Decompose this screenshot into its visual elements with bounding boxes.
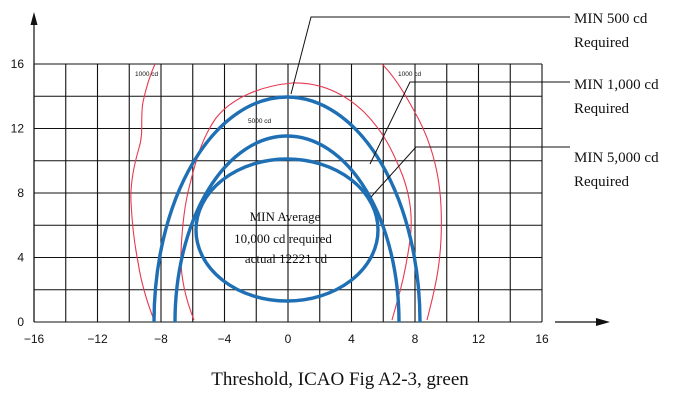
callout-min-1000-line-2: Required (574, 101, 629, 117)
x-tick-label: −12 (87, 332, 108, 346)
center-average-note: MIN Average 10,000 cd required actual 12… (234, 209, 332, 266)
center-note-line-3: actual 12221 cd (245, 251, 328, 266)
measured-1000cd-contour-right (381, 63, 442, 321)
required-1000cd-contour (173, 134, 401, 323)
y-tick-label: 0 (17, 315, 24, 329)
required-5000cd-contour (194, 157, 380, 303)
required-500cd-contour (152, 95, 422, 323)
callout-min-5000-line-1: MIN 5,000 cd (574, 150, 659, 166)
axes (30, 12, 610, 326)
x-tick-label: 0 (285, 332, 292, 346)
x-axis-arrow-icon (596, 318, 610, 326)
label-inner-5000cd: 5000 cd (248, 118, 272, 125)
measured-1000cd-contour-left (130, 63, 156, 321)
callout-min-1000-line-1: MIN 1,000 cd (574, 77, 659, 93)
x-tick-label: 8 (412, 332, 419, 346)
leader-min-5000 (370, 146, 570, 198)
leader-min-1000 (369, 81, 570, 165)
tick-labels: −16 −12 −8 −4 0 4 8 12 16 0 4 8 12 16 (11, 57, 549, 346)
center-note-line-2: 10,000 cd required (234, 231, 332, 246)
required-blue-contours (152, 95, 422, 323)
label-left-1000cd: 1000 cd (135, 71, 159, 78)
contour-small-labels: 1000 cd 1000 cd 5000 cd (135, 71, 422, 125)
callout-leader-lines (290, 16, 570, 198)
x-tick-label: −16 (24, 332, 45, 346)
leader-min-500 (290, 16, 570, 95)
x-tick-label: 4 (348, 332, 355, 346)
x-tick-label: 12 (472, 332, 486, 346)
y-tick-label: 4 (17, 251, 24, 265)
callout-min-500-line-1: MIN 500 cd (574, 11, 648, 27)
grid (33, 63, 543, 323)
figure-caption: Threshold, ICAO Fig A2-3, green (211, 369, 469, 390)
callout-min-500-line-2: Required (574, 35, 629, 51)
y-tick-label: 12 (11, 122, 25, 136)
callout-min-5000-line-2: Required (574, 174, 629, 190)
y-tick-label: 16 (11, 57, 25, 71)
y-axis-arrow-icon (30, 12, 38, 25)
measured-5000cd-contour (180, 82, 412, 321)
callouts: MIN 500 cd Required MIN 1,000 cd Require… (574, 11, 659, 190)
x-tick-label: −8 (154, 332, 168, 346)
label-right-1000cd: 1000 cd (398, 71, 422, 78)
x-tick-label: −4 (218, 332, 232, 346)
x-tick-label: 16 (535, 332, 549, 346)
measured-red-contours (130, 63, 442, 321)
center-note-line-1: MIN Average (250, 209, 321, 224)
y-tick-label: 8 (17, 186, 24, 200)
